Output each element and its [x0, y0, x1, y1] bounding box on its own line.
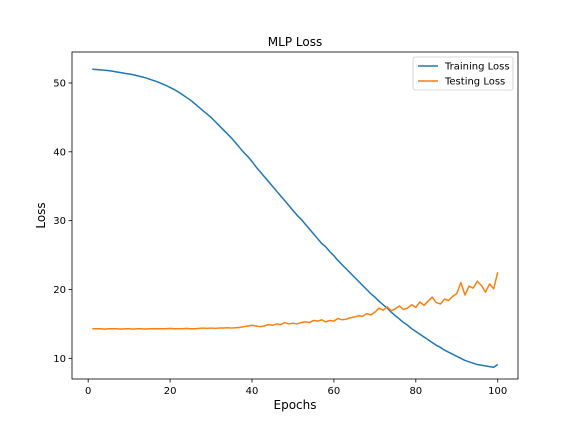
x-tick-label: 80	[409, 386, 422, 397]
axes-frame	[71, 51, 519, 380]
x-axis-label: Epochs	[274, 398, 317, 412]
x-tick-label: 40	[246, 386, 259, 397]
series-line-training-loss	[92, 68, 499, 369]
x-tick-label: 0	[85, 386, 91, 397]
y-tick-label: 20	[53, 285, 66, 296]
y-tick-label: 30	[53, 216, 66, 227]
series-lines	[92, 68, 499, 369]
legend: Training Loss Testing Loss	[412, 56, 514, 91]
y-tick-label: 10	[53, 354, 66, 365]
y-axis-ticks: 10 20 30 40 50	[53, 78, 72, 365]
x-tick-label: 100	[488, 386, 507, 397]
x-axis-ticks: 0 20 40 60 80 100	[85, 379, 507, 397]
legend-label: Training Loss	[444, 62, 510, 73]
y-tick-label: 50	[53, 78, 66, 89]
y-axis-label: Loss	[34, 202, 48, 228]
x-tick-label: 20	[164, 386, 177, 397]
chart-title: MLP Loss	[268, 35, 322, 49]
legend-label: Testing Loss	[444, 77, 505, 88]
y-tick-label: 40	[53, 147, 66, 158]
x-tick-label: 60	[328, 386, 341, 397]
series-line-testing-loss	[92, 272, 499, 330]
